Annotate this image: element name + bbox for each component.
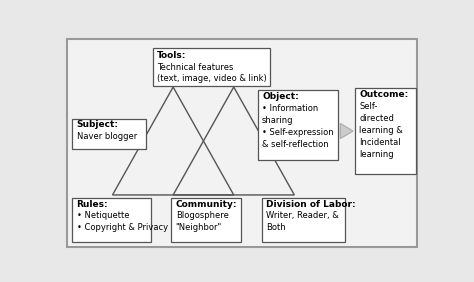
Text: • Information: • Information <box>262 104 318 113</box>
Text: sharing: sharing <box>262 116 293 125</box>
Text: Both: Both <box>266 223 286 232</box>
Text: Outcome:: Outcome: <box>359 90 409 99</box>
Text: Object:: Object: <box>262 92 299 101</box>
Text: Blogosphere: Blogosphere <box>176 212 228 221</box>
FancyBboxPatch shape <box>355 88 416 174</box>
Text: "Neighbor": "Neighbor" <box>176 223 222 232</box>
Text: learning: learning <box>359 149 394 158</box>
Text: • Self-expression: • Self-expression <box>262 128 334 137</box>
Text: Naver blogger: Naver blogger <box>76 132 137 141</box>
FancyBboxPatch shape <box>258 90 338 160</box>
Text: Division of Labor:: Division of Labor: <box>266 200 356 208</box>
Text: directed: directed <box>359 114 394 123</box>
FancyBboxPatch shape <box>72 198 151 242</box>
Text: learning &: learning & <box>359 126 403 135</box>
Text: • Netiquette: • Netiquette <box>76 212 129 221</box>
Text: Community:: Community: <box>176 200 237 208</box>
FancyBboxPatch shape <box>66 39 418 247</box>
Text: Self-: Self- <box>359 102 378 111</box>
Text: Tools:: Tools: <box>157 50 187 60</box>
FancyBboxPatch shape <box>153 48 271 86</box>
Text: (text, image, video & link): (text, image, video & link) <box>157 74 267 83</box>
Text: Incidental: Incidental <box>359 138 401 147</box>
Text: Writer, Reader, &: Writer, Reader, & <box>266 212 339 221</box>
Text: • Copyright & Privacy: • Copyright & Privacy <box>76 223 168 232</box>
Text: Subject:: Subject: <box>76 120 118 129</box>
Polygon shape <box>340 124 353 139</box>
FancyBboxPatch shape <box>262 198 345 242</box>
Text: & self-reflection: & self-reflection <box>262 140 328 149</box>
FancyBboxPatch shape <box>171 198 241 242</box>
FancyBboxPatch shape <box>72 118 146 149</box>
Text: Rules:: Rules: <box>76 200 108 208</box>
Text: Technical features: Technical features <box>157 63 234 72</box>
